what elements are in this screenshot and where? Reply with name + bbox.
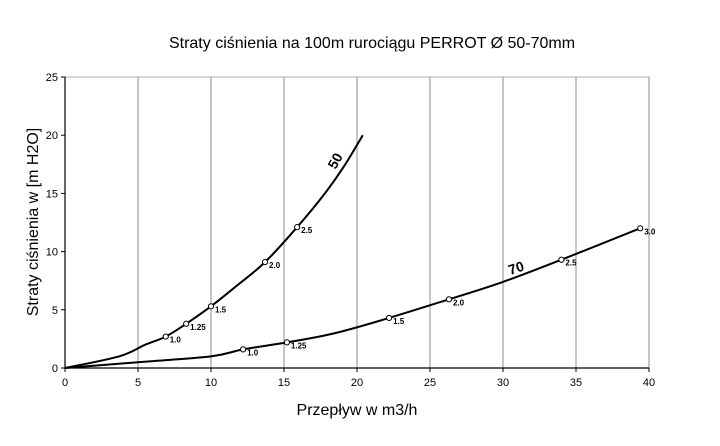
data-point-label: 1.0 [247,348,259,357]
data-point-label: 1.5 [215,305,227,314]
x-tick-label: 30 [497,377,509,389]
data-point [386,314,393,322]
data-point-label: 1.5 [393,317,405,326]
x-tick-label: 40 [643,377,655,389]
series-markers: 1.0 1.25 1.5 2.0 2.5 50 1.0 1.25 1.5 2.0 2.5 3.0 70 [162,150,656,357]
data-point-label: 3.0 [644,227,656,236]
data-point [261,258,269,266]
y-tick-label: 25 [46,72,58,84]
tick-labels: 0 5 10 15 20 25 30 35 40 0 5 10 15 20 25 [46,72,655,389]
y-tick-label: 0 [52,363,58,375]
data-point [283,339,291,346]
y-axis-label: Straty ciśnienia w [m H2O] [25,128,42,317]
grid [64,76,650,369]
data-point-label: 2.5 [301,226,313,235]
y-tick-label: 15 [46,188,58,200]
y-tick-label: 20 [46,130,58,142]
y-tick-label: 10 [46,247,58,259]
data-point [183,320,190,327]
series-curves [64,134,641,369]
data-point-label: 1.25 [190,323,206,332]
data-point-label: 2.0 [269,261,281,270]
x-tick-label: 15 [278,377,290,389]
data-point [240,346,247,353]
axes [61,76,650,372]
data-point-label: 1.25 [291,341,307,350]
y-tick-label: 5 [52,305,58,317]
x-tick-label: 5 [135,377,141,389]
x-tick-label: 10 [205,377,217,389]
x-tick-label: 20 [351,377,363,389]
data-point-label: 2.0 [453,298,465,307]
data-point-label: 2.5 [565,259,577,268]
series-label-50: 50 [324,150,346,171]
x-tick-label: 35 [570,377,582,389]
data-point [558,256,565,263]
data-point-label: 1.0 [170,336,182,345]
series-label-70: 70 [506,258,526,278]
data-point [207,303,215,310]
data-point [162,333,169,340]
x-tick-label: 25 [424,377,436,389]
data-point [637,225,644,232]
data-point [445,296,453,303]
x-tick-label: 0 [62,377,68,389]
data-point [294,224,301,231]
series-line-70 [64,227,641,369]
series-line-50 [64,134,364,369]
chart-title: Straty ciśnienia na 100m rurociągu PERRO… [169,35,575,52]
x-axis-label: Przepływ w m3/h [297,402,418,419]
